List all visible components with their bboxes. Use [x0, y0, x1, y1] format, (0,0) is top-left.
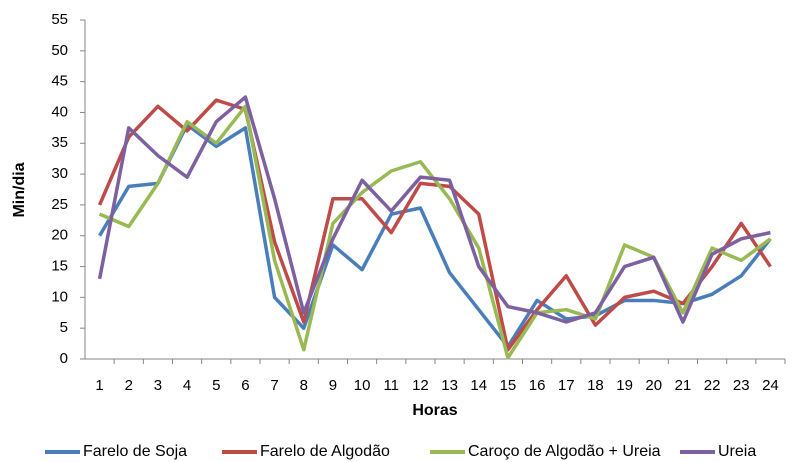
x-tick-label: 6 — [241, 377, 249, 394]
x-tick-label: 21 — [675, 377, 692, 394]
x-tick-label: 1 — [95, 377, 103, 394]
x-tick-label: 22 — [704, 377, 721, 394]
series-line — [97, 95, 771, 324]
y-tick-label: 50 — [51, 42, 68, 59]
y-tick-label: 45 — [51, 73, 68, 90]
x-tick-label: 2 — [125, 377, 133, 394]
x-tick-label: 14 — [470, 377, 487, 394]
y-tick-label: 35 — [51, 134, 68, 151]
x-tick-label: 3 — [154, 377, 162, 394]
legend-label: Caroço de Algodão + Ureia — [468, 443, 661, 460]
x-tick-label: 13 — [441, 377, 458, 394]
x-tick-label: 15 — [500, 377, 517, 394]
x-tick-label: 8 — [300, 377, 308, 394]
y-tick-label: 15 — [51, 258, 68, 275]
x-tick-label: 17 — [558, 377, 575, 394]
x-tick-label: 10 — [354, 377, 371, 394]
y-tick-label: 55 — [51, 11, 68, 28]
x-tick-label: 20 — [645, 377, 662, 394]
x-tick-label: 4 — [183, 377, 191, 394]
x-tick-label: 23 — [733, 377, 750, 394]
series-line — [97, 98, 772, 352]
legend-label: Farelo de Soja — [83, 443, 187, 460]
x-tick-label: 5 — [212, 377, 220, 394]
x-tick-label: 12 — [412, 377, 429, 394]
x-axis-label: Horas — [412, 402, 457, 419]
y-tick-label: 10 — [51, 288, 68, 305]
x-tick-label: 18 — [587, 377, 604, 394]
x-tick-label: 16 — [529, 377, 546, 394]
y-tick-label: 20 — [51, 227, 68, 244]
x-tick-label: 9 — [329, 377, 337, 394]
y-tick-label: 0 — [60, 350, 68, 367]
y-tick-label: 40 — [51, 103, 68, 120]
y-axis-label: Min/dia — [11, 162, 28, 217]
x-tick-label: 19 — [616, 377, 633, 394]
series-line — [98, 123, 772, 349]
series-line — [98, 104, 772, 360]
x-tick-label: 24 — [762, 377, 779, 394]
y-tick-label: 25 — [51, 196, 68, 213]
legend-label: Ureia — [718, 443, 756, 460]
x-tick-label: 7 — [270, 377, 278, 394]
legend-label: Farelo de Algodão — [260, 443, 390, 460]
y-tick-label: 5 — [60, 319, 68, 336]
y-tick-label: 30 — [51, 165, 68, 182]
x-tick-label: 11 — [383, 377, 399, 394]
